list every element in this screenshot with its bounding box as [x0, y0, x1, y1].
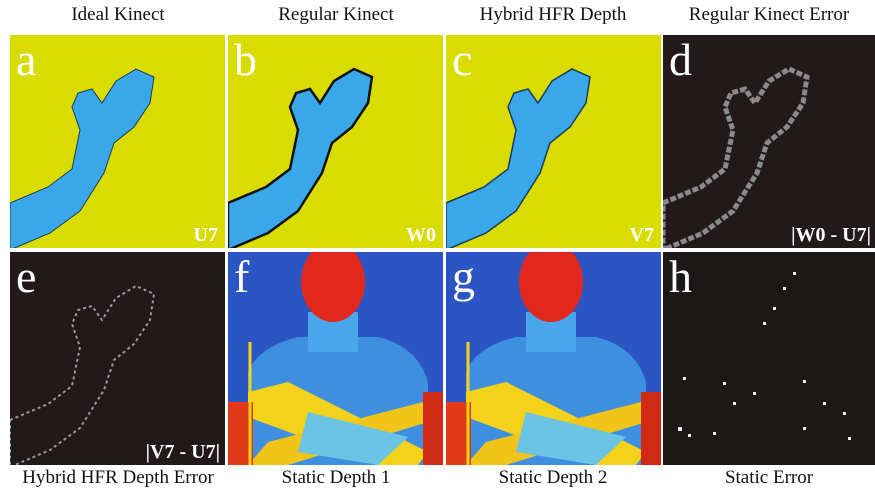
panel-c: c V7 [446, 34, 661, 250]
panel-d: d |W0 - U7| [663, 34, 875, 250]
panel-letter: f [234, 251, 250, 302]
caption: Hybrid HFR Depth Error [22, 467, 214, 488]
panel-h: h [663, 251, 875, 465]
panel-letter: b [234, 34, 257, 85]
panel-f: f [228, 242, 443, 465]
panel-letter: a [16, 34, 36, 85]
panel-tag: |V7 - U7| [146, 441, 220, 463]
panel-e: e |V7 - U7| [10, 251, 225, 467]
panel-letter: g [452, 251, 475, 302]
panel-letter: d [669, 34, 692, 85]
panel-tag: U7 [194, 224, 218, 246]
panel-tag: V7 [630, 224, 654, 246]
caption: Regular Kinect Error [689, 4, 850, 25]
caption: Static Depth 2 [499, 467, 608, 488]
caption: Ideal Kinect [71, 4, 165, 25]
caption: Static Error [725, 467, 814, 488]
caption: Static Depth 1 [282, 467, 391, 488]
panel-a: a U7 [10, 34, 225, 250]
panel-tag: W0 [406, 224, 436, 246]
caption: Regular Kinect [278, 4, 394, 25]
panel-letter: c [452, 34, 472, 85]
panel-b: b W0 [228, 34, 443, 250]
figure: Ideal Kinect Regular Kinect Hybrid HFR D… [0, 0, 875, 491]
panel-letter: e [16, 251, 36, 302]
caption: Hybrid HFR Depth [480, 4, 627, 25]
panel-g: g [446, 242, 661, 465]
panel-tag: |W0 - U7| [791, 224, 871, 246]
panel-letter: h [669, 251, 692, 302]
